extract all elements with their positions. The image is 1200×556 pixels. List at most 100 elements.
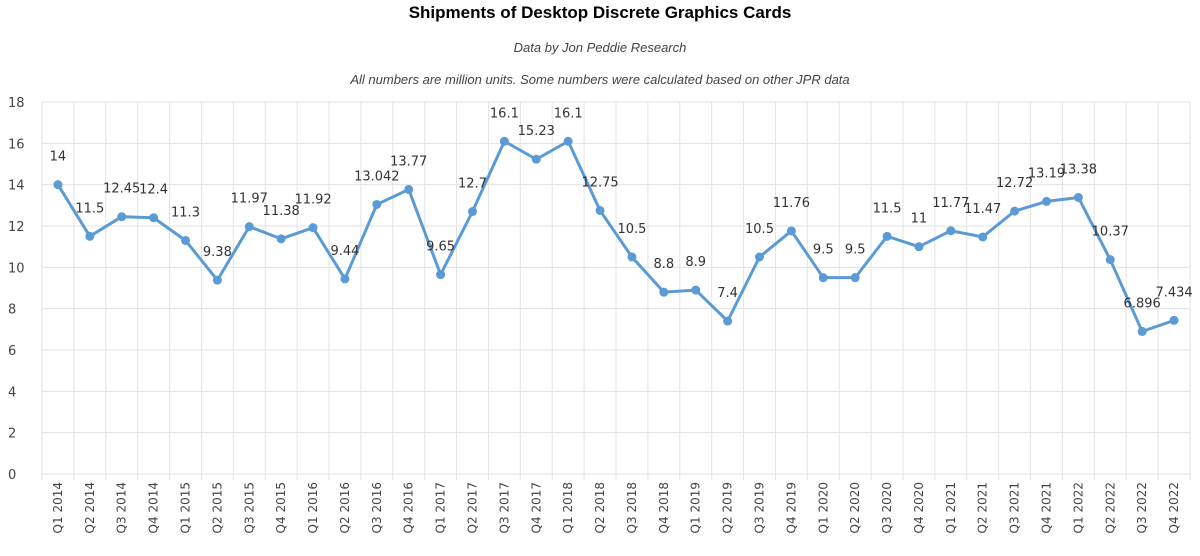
data-label: 11.47 [964,202,1001,217]
data-label: 8.9 [685,255,706,270]
data-label: 9.44 [330,244,359,259]
data-label: 11.5 [75,201,104,216]
data-point [946,226,956,236]
y-tick-label: 4 [8,385,16,400]
x-tick-label: Q1 2016 [306,482,320,533]
x-tick-label: Q2 2020 [848,482,862,533]
data-point [149,213,159,223]
data-point [914,242,924,252]
data-label: 11.38 [263,204,300,219]
data-label: 9.5 [845,243,866,258]
data-point [850,273,860,283]
x-tick-label: Q4 2018 [657,482,671,533]
data-label: 15.23 [518,124,555,139]
data-label: 10.5 [745,222,774,237]
data-point [755,252,764,262]
data-label: 11 [911,212,928,227]
data-label: 13.19 [1028,166,1065,181]
data-label: 10.37 [1092,225,1129,240]
x-tick-label: Q2 2018 [593,482,607,533]
data-point [978,232,988,242]
data-point [340,274,350,284]
x-tick-label: Q3 2014 [115,482,129,533]
x-tick-label: Q4 2022 [1167,482,1181,533]
x-tick-label: Q1 2020 [816,482,830,533]
data-point [499,136,509,146]
data-label: 11.92 [294,193,331,208]
x-tick-label: Q3 2018 [625,482,639,533]
data-point [659,287,669,297]
data-label: 16.1 [554,106,583,121]
x-tick-label: Q1 2015 [179,482,193,533]
x-tick-label: Q3 2019 [753,482,767,533]
y-tick-label: 2 [8,427,16,442]
data-label: 13.38 [1060,162,1097,177]
x-tick-label: Q2 2015 [210,482,224,533]
data-label: 11.77 [932,196,969,211]
data-point [117,212,127,222]
data-label: 16.1 [490,106,519,121]
data-point [244,222,254,232]
data-point [372,199,382,209]
data-label: 13.77 [390,154,427,169]
x-tick-label: Q1 2021 [944,482,958,533]
x-tick-label: Q1 2014 [51,482,65,533]
x-tick-label: Q2 2021 [976,482,990,533]
chart-note: All numbers are million units. Some numb… [350,72,850,87]
data-label: 12.7 [458,177,487,192]
data-label: 12.72 [996,176,1033,191]
data-label: 14 [50,150,67,165]
data-point [882,231,892,241]
data-point [436,270,446,280]
y-tick-label: 12 [8,220,25,235]
data-label: 12.45 [103,182,140,197]
data-label: 7.4 [717,286,738,301]
data-point [468,207,477,217]
data-point [53,180,63,190]
data-label: 11.76 [773,196,810,211]
y-tick-label: 18 [8,96,25,111]
data-point [786,226,796,236]
series-line [56,139,1175,333]
x-tick-label: Q4 2015 [274,482,288,533]
data-label: 11.97 [231,192,268,207]
y-tick-label: 6 [8,344,16,359]
y-tick-label: 14 [8,179,25,194]
x-tick-label: Q1 2017 [434,482,448,533]
x-tick-label: Q1 2022 [1071,482,1085,533]
x-tick-label: Q4 2020 [912,482,926,533]
x-tick-label: Q4 2016 [402,482,416,533]
data-label: 9.38 [203,245,232,260]
data-label: 12.4 [139,183,168,198]
y-tick-label: 8 [8,303,16,318]
data-point [563,136,573,146]
data-label: 11.3 [171,205,200,220]
x-tick-label: Q3 2016 [370,482,384,533]
x-tick-label: Q1 2019 [689,482,703,533]
data-label: 13.042 [354,169,400,184]
x-tick-label: Q3 2020 [880,482,894,533]
data-label: 11.5 [873,201,902,216]
data-point [1137,326,1147,336]
data-label: 7.434 [1155,285,1192,300]
x-tick-label: Q2 2022 [1103,482,1117,533]
data-point [404,184,414,194]
x-tick-label: Q4 2019 [784,482,798,533]
data-point [691,285,701,295]
data-label: 9.5 [813,243,834,258]
data-point [1169,315,1179,325]
data-point [1073,192,1083,202]
x-tick-label: Q3 2022 [1135,482,1149,533]
data-point [818,273,828,283]
x-tick-label: Q3 2017 [497,482,511,533]
chart-title: Shipments of Desktop Discrete Graphics C… [408,3,792,22]
data-point [1010,206,1020,216]
x-tick-label: Q3 2015 [242,482,256,533]
x-tick-label: Q4 2014 [147,482,161,533]
x-tick-label: Q4 2017 [529,482,543,533]
data-point [531,154,541,164]
data-point [595,206,605,215]
data-point [308,223,318,233]
data-label: 9.65 [426,240,455,255]
x-tick-label: Q2 2017 [466,482,480,533]
